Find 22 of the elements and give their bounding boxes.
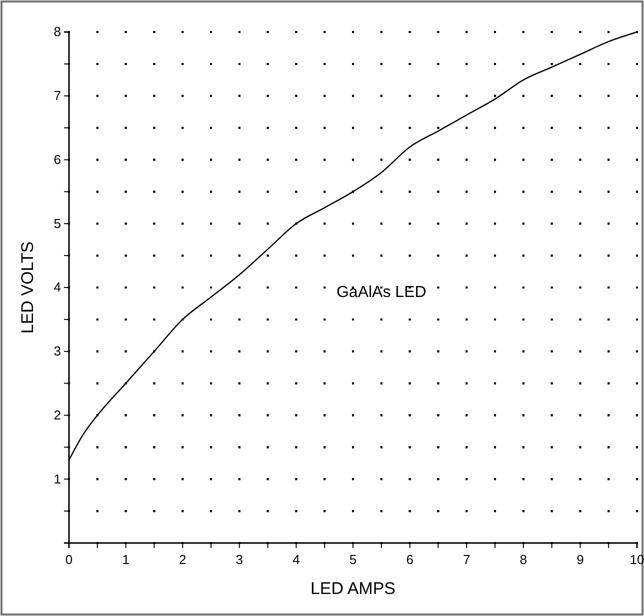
x-tick-label: 6 [406, 552, 414, 567]
x-tick-label: 0 [65, 552, 73, 567]
y-axis-title: LED VOLTS [18, 241, 37, 334]
x-axis-title: LED AMPS [310, 579, 396, 598]
y-tick-label: 3 [54, 344, 61, 359]
x-tick-label: 1 [122, 552, 130, 567]
y-tick-label: 6 [54, 152, 61, 167]
x-tick-label: 5 [349, 552, 357, 567]
x-tick-label: 3 [236, 552, 244, 567]
y-tick-label: 4 [54, 280, 61, 295]
x-tick-label: 9 [576, 552, 584, 567]
y-tick-label: 2 [54, 407, 61, 422]
x-tick-label: 4 [292, 552, 300, 567]
y-tick-label: 8 [54, 24, 61, 40]
annotation: GaAlAs LED [336, 284, 426, 302]
x-tick-label: 7 [462, 552, 470, 567]
y-tick-label: 1 [54, 471, 61, 486]
y-tick-label: 7 [54, 88, 61, 104]
x-tick-label: 10 [630, 552, 644, 567]
y-tick-label: 5 [54, 216, 61, 231]
x-tick-label: 8 [520, 552, 528, 567]
x-tick-label: 2 [178, 552, 186, 567]
